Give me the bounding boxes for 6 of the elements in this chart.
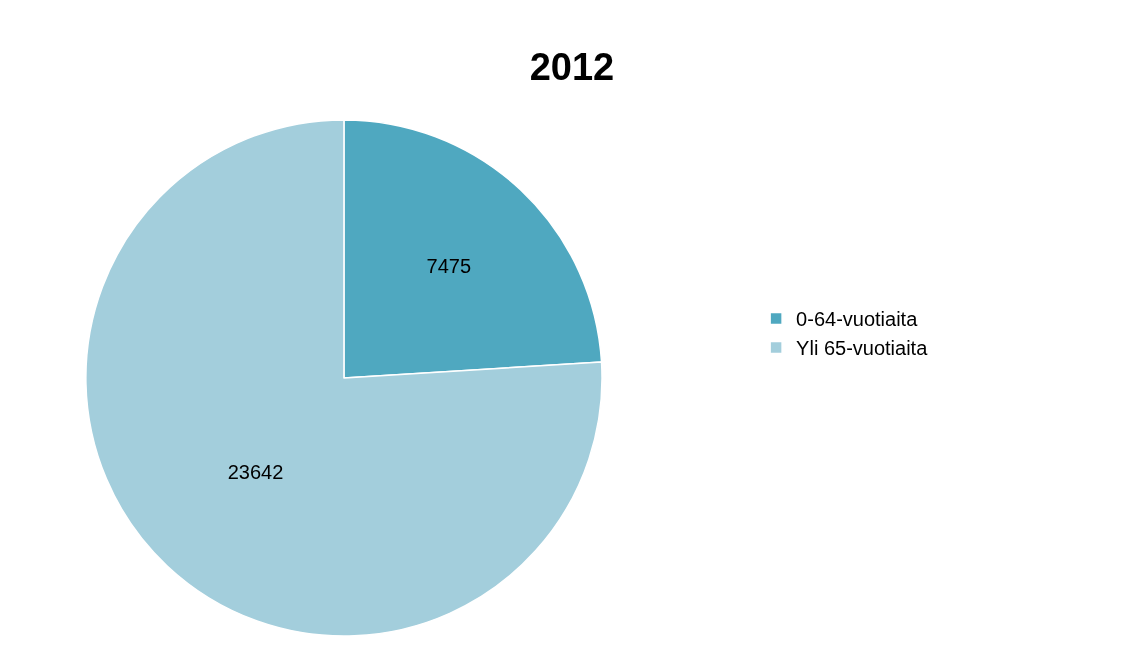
chart-title: 2012 <box>529 45 615 88</box>
data-label: 7475 <box>426 255 472 278</box>
data-label: 23642 <box>227 460 284 483</box>
legend-label: 0-64-vuotiaita <box>796 308 919 331</box>
legend-label: Yli 65-vuotiaita <box>796 337 929 360</box>
pie-slice <box>85 119 603 637</box>
